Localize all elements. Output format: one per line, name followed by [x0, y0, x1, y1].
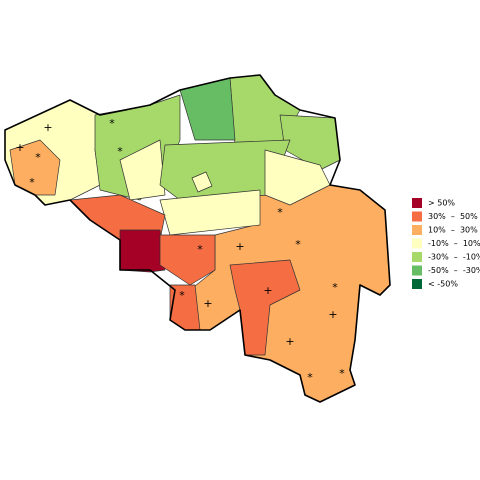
- marker: +: [263, 284, 272, 297]
- region: [229, 259, 301, 356]
- marker: +: [203, 297, 212, 310]
- legend-swatch: [412, 225, 422, 235]
- marker: *: [35, 151, 41, 164]
- marker: +: [235, 240, 244, 253]
- marker: +: [328, 308, 337, 321]
- legend-swatch: [412, 252, 422, 262]
- legend-swatch: [412, 198, 422, 208]
- legend-label: -10% – 10%: [428, 239, 480, 248]
- legend-label: 10% – 30%: [428, 226, 478, 235]
- markers: ++** **** + **++ *+* *+: [15, 117, 345, 384]
- legend-swatch: [412, 279, 422, 289]
- region: [119, 229, 166, 273]
- region: [119, 139, 166, 201]
- marker: *: [109, 117, 115, 130]
- marker: *: [179, 289, 185, 302]
- marker: +: [43, 121, 52, 134]
- marker: *: [277, 206, 283, 219]
- marker: *: [197, 243, 203, 256]
- marker: *: [339, 367, 345, 380]
- legend-swatch: [412, 238, 422, 249]
- marker: *: [117, 145, 123, 158]
- legend-label: < -50%: [428, 280, 458, 289]
- marker: *: [332, 281, 338, 294]
- legend-swatch: [412, 265, 422, 276]
- legend-swatch: [412, 211, 422, 222]
- region: [159, 189, 261, 236]
- marker: +: [15, 141, 24, 154]
- legend: > 50% 30% – 50% 10% – 30% -10% – 10% -30% – …: [412, 198, 480, 289]
- marker: *: [295, 238, 301, 251]
- region: [191, 171, 213, 193]
- legend-label: 30% – 50%: [428, 212, 478, 221]
- regions: [4, 74, 391, 403]
- legend-label: -30% – -10%: [428, 253, 480, 262]
- region: [159, 234, 216, 286]
- marker: *: [29, 176, 35, 189]
- legend-label: -50% – -30%: [428, 266, 480, 275]
- marker: +: [285, 335, 294, 348]
- legend-label: > 50%: [428, 199, 455, 208]
- region: [264, 149, 331, 206]
- marker: *: [307, 371, 313, 384]
- country-border: [4, 74, 391, 403]
